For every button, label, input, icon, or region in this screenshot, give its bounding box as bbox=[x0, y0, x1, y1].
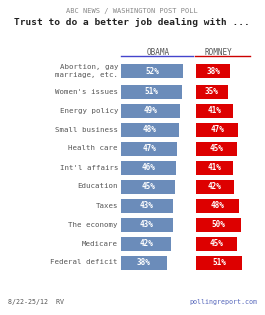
Text: 45%: 45% bbox=[209, 144, 223, 153]
Text: 52%: 52% bbox=[145, 66, 159, 76]
Text: 42%: 42% bbox=[139, 239, 153, 248]
Text: Women's issues: Women's issues bbox=[55, 89, 118, 94]
Text: pollingreport.com: pollingreport.com bbox=[189, 299, 257, 305]
Bar bbox=[196, 217, 241, 232]
Text: 46%: 46% bbox=[142, 163, 156, 172]
Bar bbox=[121, 180, 175, 193]
Text: 8/22-25/12  RV: 8/22-25/12 RV bbox=[8, 299, 64, 305]
Text: Health care: Health care bbox=[68, 146, 118, 152]
Bar bbox=[196, 84, 227, 99]
Bar bbox=[121, 141, 177, 156]
Text: 38%: 38% bbox=[137, 258, 151, 267]
Bar bbox=[121, 104, 180, 117]
Text: 48%: 48% bbox=[143, 125, 157, 134]
Text: 42%: 42% bbox=[208, 182, 222, 191]
Bar bbox=[196, 123, 238, 136]
Bar bbox=[196, 161, 233, 175]
Bar bbox=[196, 255, 242, 270]
Bar bbox=[121, 237, 171, 250]
Text: Trust to do a better job dealing with ...: Trust to do a better job dealing with ..… bbox=[14, 18, 250, 27]
Text: Small business: Small business bbox=[55, 127, 118, 133]
Text: Education: Education bbox=[77, 184, 118, 190]
Bar bbox=[121, 64, 183, 78]
Text: Medicare: Medicare bbox=[82, 240, 118, 247]
Text: Taxes: Taxes bbox=[95, 203, 118, 209]
Text: Abortion, gay
marriage, etc.: Abortion, gay marriage, etc. bbox=[55, 65, 118, 77]
Text: 51%: 51% bbox=[145, 87, 158, 96]
Bar bbox=[196, 237, 236, 250]
Text: 49%: 49% bbox=[143, 106, 157, 115]
Text: The economy: The economy bbox=[68, 221, 118, 227]
Text: Int'l affairs: Int'l affairs bbox=[60, 164, 118, 170]
Text: 41%: 41% bbox=[207, 163, 221, 172]
Text: ROMNEY: ROMNEY bbox=[204, 48, 232, 57]
Text: 43%: 43% bbox=[140, 201, 154, 210]
Bar bbox=[121, 255, 167, 270]
Text: ABC NEWS / WASHINGTON POST POLL: ABC NEWS / WASHINGTON POST POLL bbox=[66, 8, 198, 14]
Bar bbox=[196, 64, 230, 78]
Bar bbox=[121, 198, 173, 213]
Bar bbox=[121, 217, 173, 232]
Bar bbox=[196, 104, 233, 117]
Bar bbox=[121, 123, 179, 136]
Bar bbox=[196, 180, 234, 193]
Text: OBAMA: OBAMA bbox=[147, 48, 170, 57]
Bar bbox=[121, 161, 176, 175]
Text: 45%: 45% bbox=[141, 182, 155, 191]
Text: 43%: 43% bbox=[140, 220, 154, 229]
Text: 41%: 41% bbox=[207, 106, 221, 115]
Text: Federal deficit: Federal deficit bbox=[51, 260, 118, 266]
Text: 51%: 51% bbox=[212, 258, 226, 267]
Text: 48%: 48% bbox=[211, 201, 224, 210]
Bar bbox=[196, 198, 239, 213]
Bar bbox=[196, 141, 236, 156]
Text: 47%: 47% bbox=[210, 125, 224, 134]
Text: 35%: 35% bbox=[205, 87, 219, 96]
Text: 38%: 38% bbox=[206, 66, 220, 76]
Text: 45%: 45% bbox=[209, 239, 223, 248]
Bar bbox=[121, 84, 182, 99]
Text: 47%: 47% bbox=[142, 144, 156, 153]
Text: Energy policy: Energy policy bbox=[60, 107, 118, 113]
Text: 50%: 50% bbox=[211, 220, 226, 229]
